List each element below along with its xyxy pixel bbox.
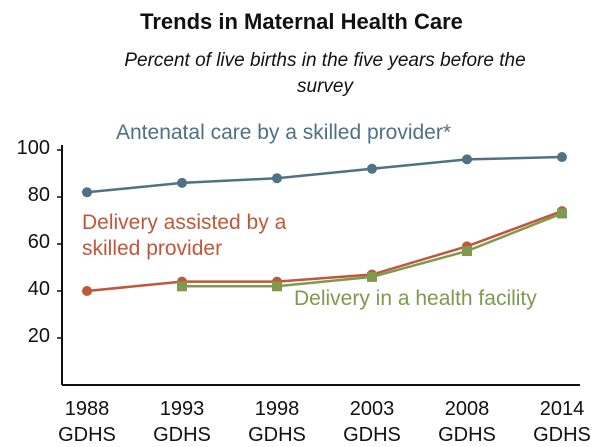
marker xyxy=(367,163,377,174)
marker xyxy=(557,152,567,163)
marker xyxy=(272,173,282,184)
series-line xyxy=(86,209,563,293)
marker xyxy=(272,281,282,292)
marker xyxy=(557,208,567,219)
marker xyxy=(177,281,187,292)
marker xyxy=(367,271,377,282)
x-tick-label: 2014 GDHS xyxy=(533,398,591,446)
marker xyxy=(82,286,92,296)
x-tick-label: 2003 GDHS xyxy=(343,398,401,446)
x-tick-label: 1993 GDHS xyxy=(153,398,211,446)
series-line xyxy=(86,155,563,194)
y-tick-label: 80 xyxy=(27,184,50,206)
y-tick-label: 20 xyxy=(27,325,50,347)
x-tick-label: 1988 GDHS xyxy=(58,398,116,446)
y-tick-label: 40 xyxy=(27,278,50,300)
series-label: Delivery assisted by a skilled provider xyxy=(82,211,287,261)
marker xyxy=(462,154,472,165)
x-tick-label: 2008 GDHS xyxy=(438,398,496,446)
y-tick-label: 60 xyxy=(27,231,50,253)
marker xyxy=(82,187,92,198)
x-tick-label: 1998 GDHS xyxy=(248,398,306,446)
chart-title: Trends in Maternal Health Care xyxy=(140,9,463,34)
series-label: Antenatal care by a skilled provider* xyxy=(116,121,452,144)
y-tick-label: 100 xyxy=(16,137,50,159)
chart-subtitle: Percent of live births in the five years… xyxy=(124,50,526,97)
marker xyxy=(177,177,187,188)
series-label: Delivery in a health facility xyxy=(294,287,537,310)
marker xyxy=(462,246,472,257)
